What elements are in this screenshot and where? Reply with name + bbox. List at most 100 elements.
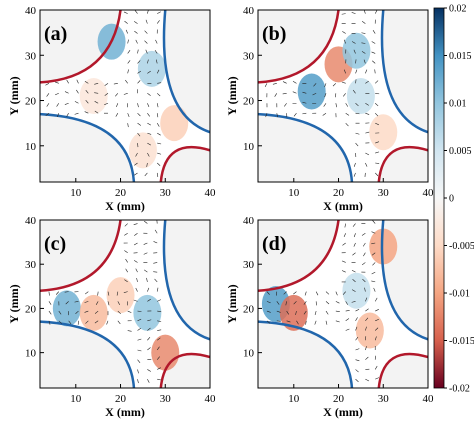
vorticity-patch [369,114,398,151]
velocity-arrow [46,93,50,97]
velocity-arrow [314,310,317,316]
velocity-arrow [343,39,346,44]
panel-c: 10 20 30 40 10 20 30 40 X (mm) Y (mm) (c) [7,215,216,419]
velocity-arrow [272,83,277,85]
velocity-arrow [371,242,376,245]
velocity-arrow [304,291,307,296]
wall-edge [258,320,354,388]
velocity-arrow [137,338,142,341]
velocity-arrow [355,326,358,331]
velocity-arrow [147,142,151,146]
axes-frame [257,219,429,389]
velocity-arrow [157,82,162,84]
velocity-arrow [127,39,129,44]
velocity-arrow [371,271,376,275]
y-tick-label: 30 [25,259,37,271]
x-tick-label: 20 [115,187,127,199]
velocity-arrow [314,320,317,325]
velocity-arrow [133,242,138,246]
velocity-arrow [361,32,366,34]
velocity-arrow [48,301,52,305]
y-tick-label: 30 [243,50,255,62]
velocity-arrow [363,252,366,257]
velocity-arrow [143,269,148,273]
velocity-arrow [137,70,141,74]
vector-field [264,10,380,177]
velocity-arrow [351,12,356,14]
velocity-arrow [135,152,138,157]
wall-edge [380,220,428,341]
wall-edge [258,112,354,182]
velocity-arrow [117,301,121,306]
velocity-arrow [157,152,162,155]
velocity-arrow [116,103,119,108]
y-axis-label: Y (mm) [225,76,239,115]
velocity-arrow [137,60,141,64]
velocity-arrow [157,93,161,97]
velocity-arrow [154,278,158,283]
velocity-arrow [375,141,380,144]
velocity-arrow [361,233,366,236]
velocity-arrow [66,79,69,84]
velocity-arrow [355,309,360,312]
velocity-arrow [375,318,380,322]
velocity-arrow [305,320,307,325]
velocity-arrow [324,83,327,88]
y-tick-label: 20 [243,303,255,315]
velocity-arrow [353,242,356,247]
x-tick-label: 10 [70,187,82,199]
velocity-arrow [351,289,356,292]
velocity-arrow [351,269,356,273]
velocity-arrow [137,132,141,137]
velocity-arrow [276,320,281,322]
x-tick-label: 40 [205,393,217,405]
wall-edge [162,10,210,134]
velocity-arrow [274,93,278,97]
velocity-arrow [335,103,337,108]
velocity-arrow [156,287,159,292]
velocity-arrow [57,113,60,118]
velocity-arrow [147,122,151,126]
x-tick-label: 40 [423,393,435,405]
velocity-arrow [134,10,138,14]
velocity-arrow [84,111,89,114]
velocity-arrow [107,291,110,296]
velocity-arrow [64,91,69,94]
vorticity-patch [128,132,157,169]
velocity-arrow [375,377,380,380]
velocity-arrow [374,297,378,302]
velocity-arrow [124,233,128,236]
velocity-arrow [323,103,327,107]
y-tick-label: 20 [243,96,255,108]
velocity-arrow [124,250,128,253]
velocity-arrow [137,349,142,352]
x-tick-label: 10 [288,393,300,405]
velocity-arrow [335,310,340,312]
y-axis-label: Y (mm) [7,76,21,115]
y-tick-label: 40 [243,5,255,17]
velocity-arrow [375,80,379,84]
velocity-arrow [127,50,131,54]
velocity-arrow [302,91,307,94]
velocity-arrow [125,29,128,34]
velocity-arrow [371,231,376,234]
y-tick-label: 10 [243,348,255,360]
vorticity-patch [355,312,384,349]
y-tick-label: 40 [25,215,37,227]
velocity-arrow [371,41,376,44]
velocity-arrow [135,268,138,273]
velocity-arrow [361,20,366,24]
velocity-arrow [45,83,50,86]
velocity-arrow [157,320,162,322]
velocity-arrow [147,59,149,64]
velocity-arrow [74,112,79,115]
velocity-arrow [157,310,162,312]
velocity-arrow [143,220,148,224]
velocity-arrow [133,260,138,263]
velocity-arrow [372,220,376,224]
velocity-arrow [85,320,89,324]
velocity-arrow [104,93,109,96]
panel-b: 10 20 30 40 10 20 30 40 X (mm) Y (mm) (b) [225,5,434,213]
velocity-arrow [265,113,268,118]
velocity-arrow [94,92,99,94]
